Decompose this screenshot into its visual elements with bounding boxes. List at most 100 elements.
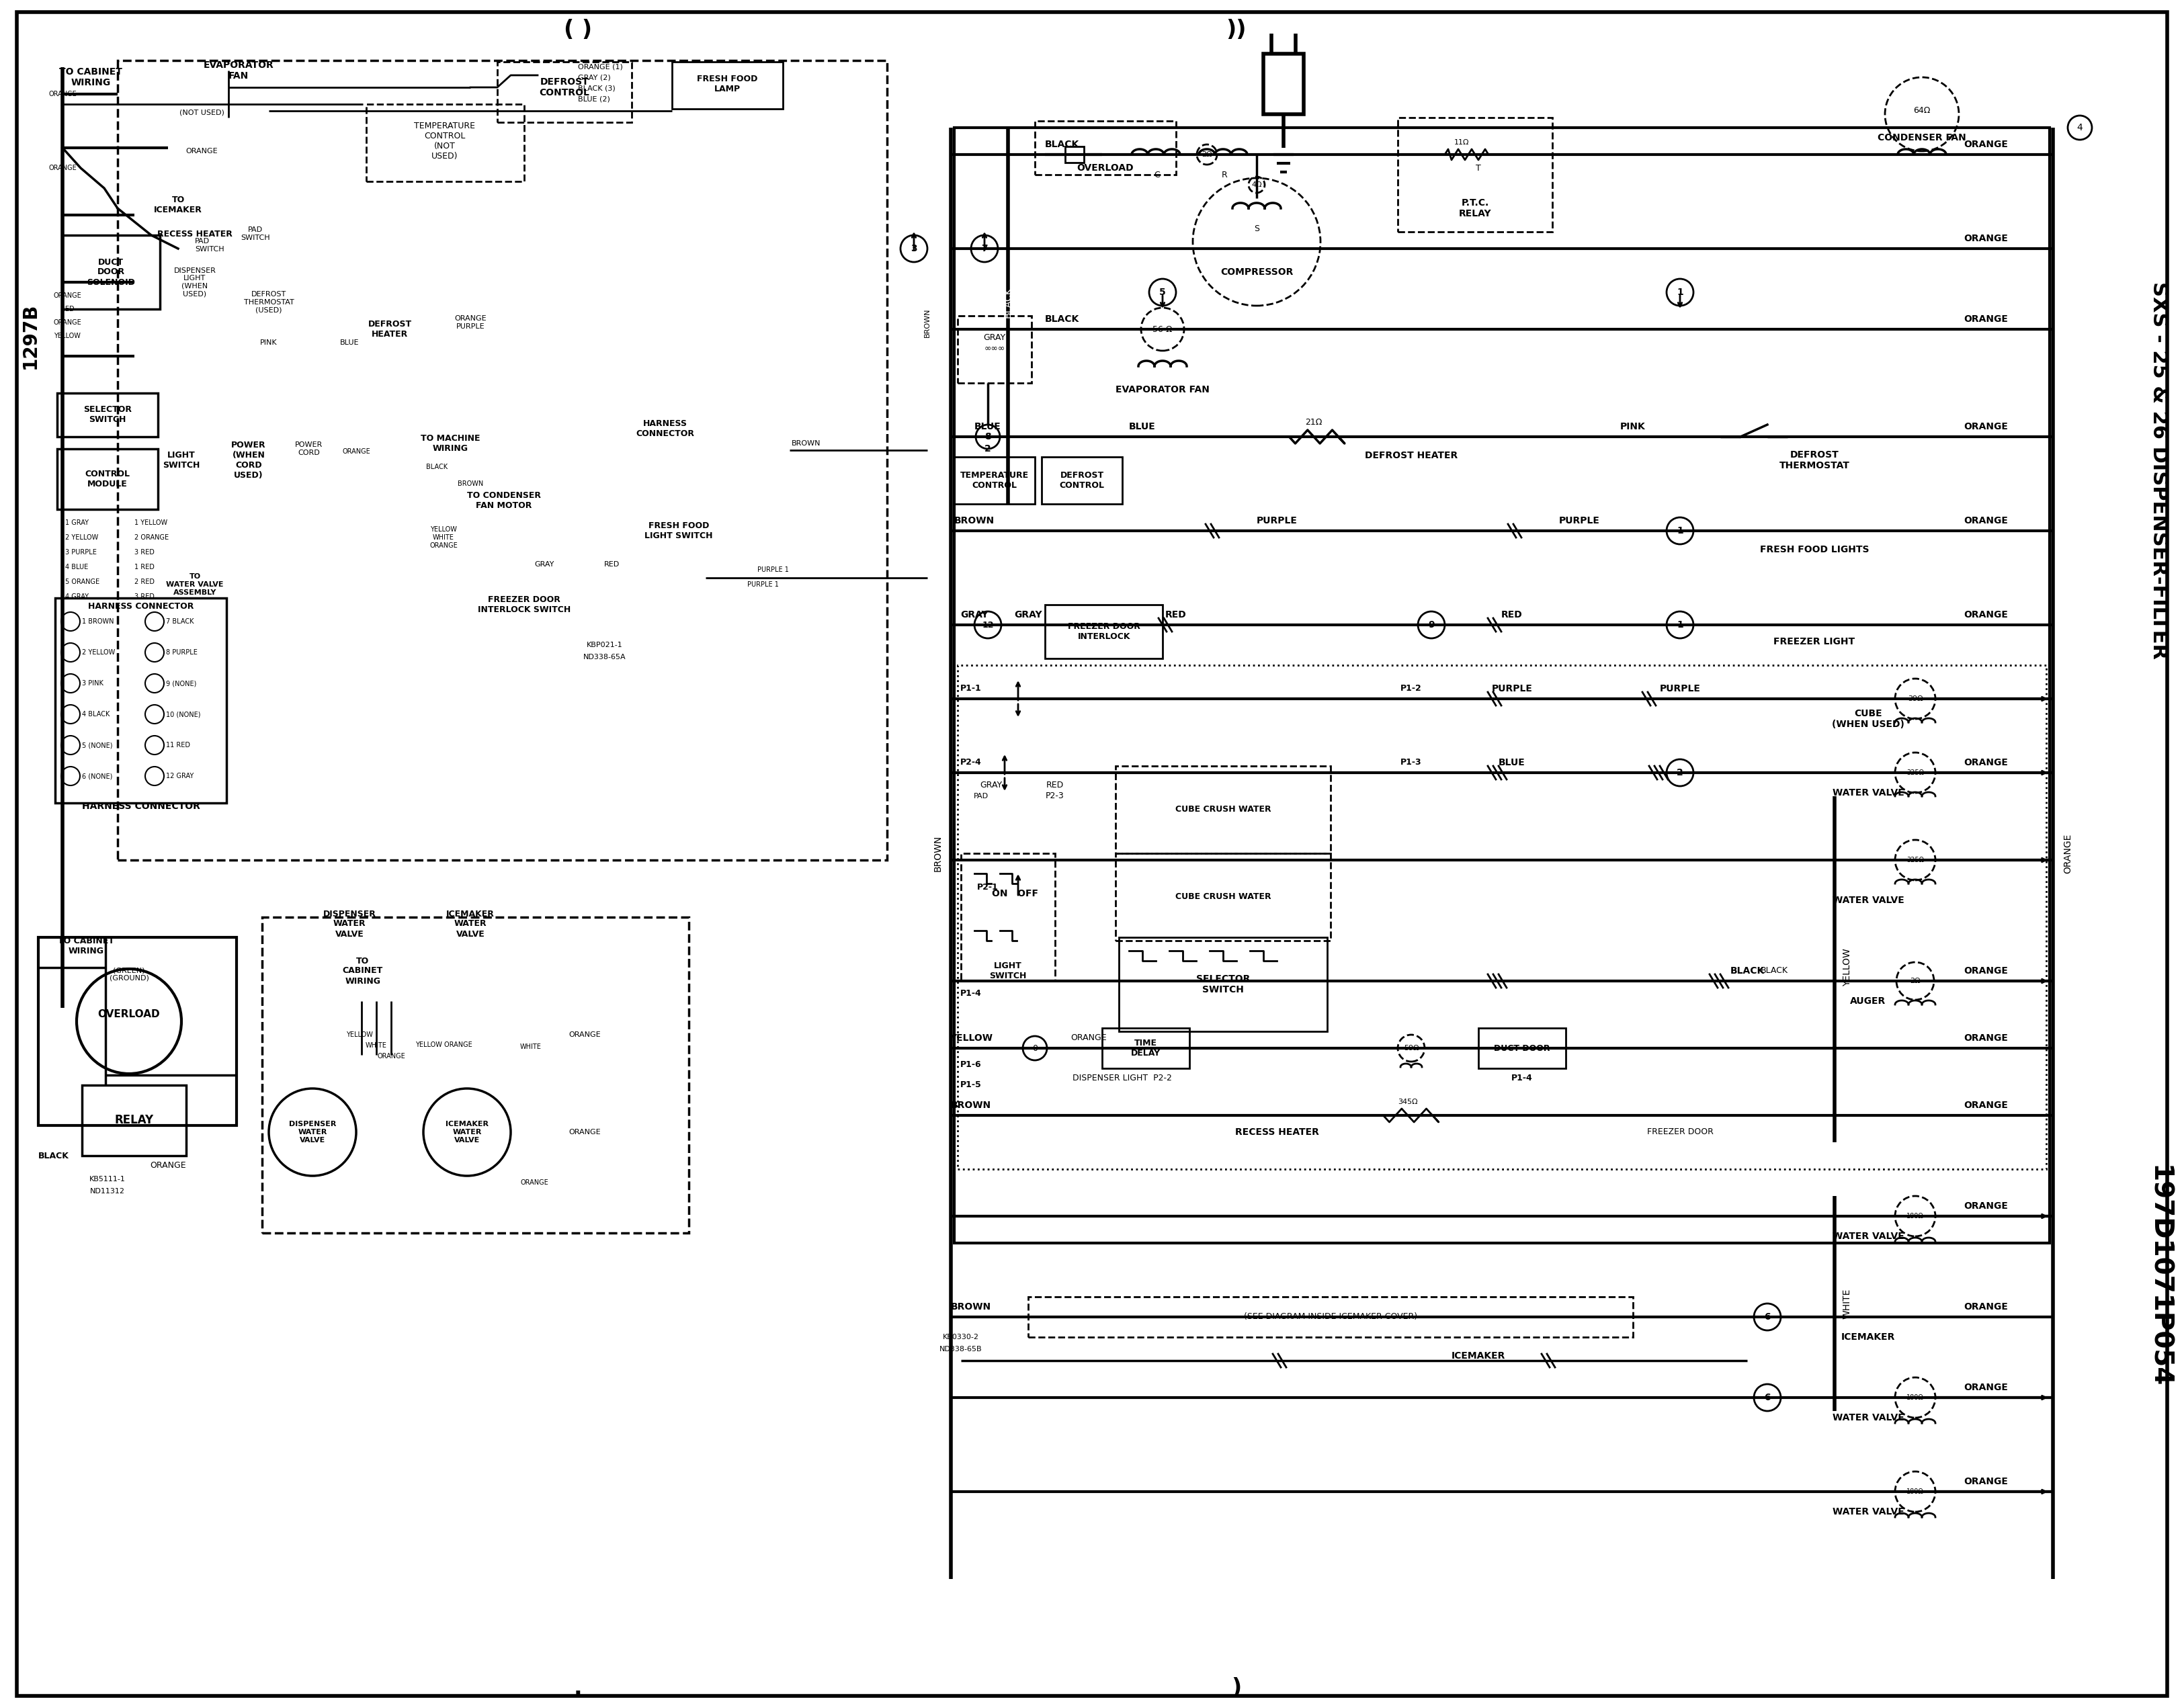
- Text: RELAY: RELAY: [116, 1114, 153, 1126]
- Text: CONDENSER FAN: CONDENSER FAN: [1878, 133, 1966, 142]
- Bar: [1066, 147, 1083, 162]
- Bar: [262, 917, 688, 1233]
- Text: FREEZER LIGHT: FREEZER LIGHT: [1773, 637, 1854, 646]
- Text: 0: 0: [1033, 1044, 1037, 1052]
- Text: WHITE: WHITE: [520, 1044, 542, 1050]
- Text: ORANGE: ORANGE: [2064, 834, 2073, 873]
- Text: ORANGE: ORANGE: [1963, 610, 2007, 620]
- Text: 6: 6: [1765, 1312, 1771, 1322]
- Text: COMPRESSOR: COMPRESSOR: [1221, 268, 1293, 277]
- Text: POWER
(WHEN
CORD
USED): POWER (WHEN CORD USED): [232, 441, 266, 480]
- Text: 2 YELLOW: 2 YELLOW: [83, 649, 116, 656]
- Text: RED: RED: [1500, 610, 1522, 620]
- Text: BLUE (2): BLUE (2): [579, 96, 609, 102]
- Text: ND338-65B: ND338-65B: [939, 1346, 983, 1353]
- Text: 180Ω: 180Ω: [1907, 1213, 1924, 1220]
- Bar: [1116, 854, 1330, 941]
- Text: ORANGE: ORANGE: [1963, 1301, 2007, 1312]
- Bar: [498, 61, 631, 123]
- Text: 12 GRAY: 12 GRAY: [166, 772, 194, 779]
- Text: KB0330-2: KB0330-2: [943, 1334, 978, 1341]
- Text: CUBE
(WHEN USED): CUBE (WHEN USED): [1832, 709, 1904, 729]
- Text: CUBE CRUSH WATER: CUBE CRUSH WATER: [1175, 893, 1271, 902]
- Text: GRAY: GRAY: [1013, 610, 1042, 620]
- Text: P1-6: P1-6: [961, 1061, 981, 1069]
- Text: 9 (NONE): 9 (NONE): [166, 680, 197, 687]
- Text: ORANGE: ORANGE: [343, 447, 371, 454]
- Text: ORANGE: ORANGE: [52, 292, 81, 299]
- Text: (GREEN)
(GROUND): (GREEN) (GROUND): [109, 967, 149, 982]
- Text: OVERLOAD: OVERLOAD: [98, 1009, 159, 1020]
- Text: RED: RED: [1046, 781, 1064, 789]
- Bar: [1262, 53, 1304, 114]
- Text: PAD
SWITCH: PAD SWITCH: [194, 237, 225, 253]
- Text: WHITE: WHITE: [365, 1042, 387, 1049]
- Text: C: C: [1153, 171, 1160, 179]
- Text: 4 GRAY: 4 GRAY: [66, 593, 90, 600]
- Text: ORANGE: ORANGE: [520, 1179, 548, 1185]
- Text: 2Ω: 2Ω: [1911, 977, 1920, 984]
- Text: TO CABINET
WIRING: TO CABINET WIRING: [57, 936, 114, 955]
- Text: SELECTOR
SWITCH: SELECTOR SWITCH: [83, 405, 131, 424]
- Text: 325Ω: 325Ω: [1907, 769, 1924, 775]
- Bar: [1118, 938, 1328, 1032]
- Text: CUBE CRUSH WATER: CUBE CRUSH WATER: [1175, 804, 1271, 815]
- Text: YELLOW: YELLOW: [55, 333, 81, 340]
- Text: AUGER: AUGER: [1850, 996, 1887, 1006]
- Text: 325Ω: 325Ω: [1907, 857, 1924, 864]
- Text: GRAY (2): GRAY (2): [579, 75, 612, 82]
- Text: ND11312: ND11312: [90, 1189, 124, 1194]
- Text: ORANGE: ORANGE: [1963, 758, 2007, 767]
- Text: 3 PINK: 3 PINK: [83, 680, 103, 687]
- Text: 10 (NONE): 10 (NONE): [166, 711, 201, 717]
- Text: ORANGE: ORANGE: [1963, 140, 2007, 149]
- Text: 11 RED: 11 RED: [166, 741, 190, 748]
- Text: PAD: PAD: [974, 793, 989, 799]
- Text: PINK: PINK: [1621, 422, 1647, 432]
- Text: 4Ω: 4Ω: [1251, 181, 1262, 188]
- Text: RED: RED: [603, 560, 620, 567]
- Text: DEFROST
CONTROL: DEFROST CONTROL: [539, 77, 590, 97]
- Text: P1-1: P1-1: [961, 685, 983, 693]
- Text: ORANGE: ORANGE: [378, 1052, 406, 1059]
- Text: TEMPERATURE
CONTROL
(NOT
USED): TEMPERATURE CONTROL (NOT USED): [415, 121, 476, 161]
- Text: YELLOW
WHITE
ORANGE: YELLOW WHITE ORANGE: [430, 526, 459, 548]
- Text: TO CABINET
WIRING: TO CABINET WIRING: [59, 67, 122, 87]
- Text: ORANGE: ORANGE: [186, 149, 218, 154]
- Text: ORANGE: ORANGE: [1963, 1033, 2007, 1044]
- Text: ICEMAKER
WATER
VALVE: ICEMAKER WATER VALVE: [446, 909, 494, 938]
- Text: ORANGE: ORANGE: [1963, 422, 2007, 432]
- Bar: [83, 1085, 186, 1156]
- Circle shape: [144, 611, 164, 630]
- Text: 4 BLACK: 4 BLACK: [83, 711, 109, 717]
- Text: FRESH FOOD LIGHTS: FRESH FOOD LIGHTS: [1760, 545, 1870, 555]
- Text: 2 ORANGE: 2 ORANGE: [135, 535, 168, 541]
- Bar: [39, 938, 236, 1126]
- Text: P1-2: P1-2: [1400, 685, 1422, 693]
- Text: ORANGE: ORANGE: [48, 164, 76, 171]
- Bar: [954, 458, 1035, 504]
- Text: FRESH FOOD
LIGHT SWITCH: FRESH FOOD LIGHT SWITCH: [644, 521, 712, 540]
- Text: ICEMAKER: ICEMAKER: [1452, 1351, 1505, 1361]
- Text: 3 PURPLE: 3 PURPLE: [66, 548, 96, 555]
- Circle shape: [144, 675, 164, 693]
- Circle shape: [144, 642, 164, 661]
- Text: 5: 5: [1160, 287, 1166, 297]
- Text: BLACK: BLACK: [39, 1151, 70, 1160]
- Text: 1 GRAY: 1 GRAY: [66, 519, 90, 526]
- Text: DUCT
DOOR
SOLENOID: DUCT DOOR SOLENOID: [87, 258, 135, 287]
- Text: 39Ω: 39Ω: [1907, 695, 1922, 702]
- Bar: [961, 854, 1055, 980]
- Text: YELLOW: YELLOW: [950, 1033, 992, 1044]
- Text: 4: 4: [2077, 123, 2084, 132]
- Text: ICEMAKER: ICEMAKER: [1841, 1332, 1896, 1342]
- Circle shape: [144, 736, 164, 755]
- Circle shape: [61, 767, 81, 786]
- Text: 7 BLACK: 7 BLACK: [166, 618, 194, 625]
- Text: WATER VALVE: WATER VALVE: [1832, 787, 1904, 798]
- Text: 2: 2: [985, 444, 992, 454]
- Text: ORANGE: ORANGE: [1963, 1477, 2007, 1486]
- Text: BROWN: BROWN: [933, 835, 943, 871]
- Text: DEFROST HEATER: DEFROST HEATER: [1365, 451, 1457, 459]
- Text: .: .: [574, 1677, 583, 1699]
